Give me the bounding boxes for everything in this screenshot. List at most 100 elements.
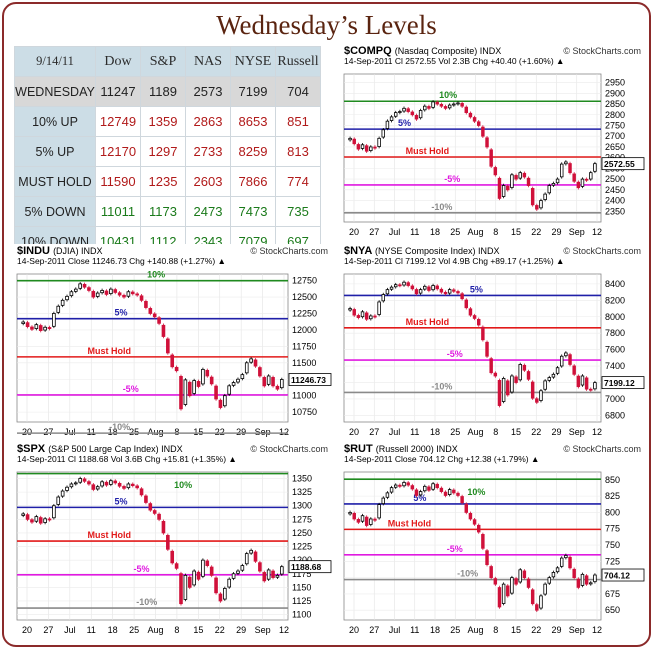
candle-body <box>377 137 381 147</box>
chart-info: 14-Sep-2011 Close 11246.73 Chg +140.88 (… <box>17 256 226 266</box>
candle-body <box>104 290 109 295</box>
y-tick-label: 1250 <box>292 528 312 538</box>
candle-body <box>262 377 267 387</box>
x-tick-label: Sep <box>569 227 585 237</box>
candle-body <box>423 285 427 290</box>
x-tick-label: Jul <box>389 427 401 437</box>
candle-body <box>472 519 477 525</box>
candle-body <box>126 291 131 297</box>
candle-body <box>476 524 481 533</box>
level-label: Must Hold <box>388 518 432 528</box>
chart-svg-compq: $COMPQ (Nasdaq Composite) INDX © StockCha… <box>343 45 645 237</box>
x-tick-label: 18 <box>108 625 118 635</box>
candle-body <box>109 288 113 295</box>
candle-body <box>485 341 489 357</box>
table-cell: 7199 <box>230 76 276 107</box>
x-tick-label: 22 <box>531 227 541 237</box>
y-tick-label: 1300 <box>292 501 312 511</box>
y-tick-label: 2350 <box>605 206 625 216</box>
candle-body <box>179 573 183 605</box>
table-cell: 11590 <box>95 166 141 197</box>
candle-body <box>356 144 361 150</box>
table-cell: 2733 <box>185 136 231 167</box>
candle-body <box>518 172 522 179</box>
x-tick-label: 12 <box>279 427 289 437</box>
candle-body <box>510 174 514 188</box>
candle-body <box>522 172 527 178</box>
candle-body <box>240 374 245 379</box>
y-tick-label: 850 <box>605 475 620 485</box>
candle-body <box>589 172 593 180</box>
candle-body <box>166 534 170 550</box>
chart-svg-rut: $RUT (Russell 2000) INDX © StockCharts.co… <box>343 443 645 635</box>
candle-body <box>589 582 593 585</box>
x-tick-label: 11 <box>410 227 419 237</box>
candle-body <box>144 300 148 308</box>
candle-body <box>21 321 25 324</box>
level-label: -5% <box>123 384 139 394</box>
x-tick-label: 12 <box>592 427 602 437</box>
level-label: 5% <box>115 496 128 506</box>
y-tick-label: 825 <box>605 491 620 501</box>
x-tick-label: 18 <box>430 625 440 635</box>
candle-body <box>30 519 34 523</box>
candle-body <box>576 181 581 189</box>
last-value-label: 11246.73 <box>291 375 326 385</box>
chart-indu: $INDU (DJIA) INDX © StockCharts.com 14-Sep… <box>12 244 332 440</box>
candle-body <box>576 578 581 588</box>
candle-body <box>348 308 352 311</box>
candle-body <box>501 185 506 197</box>
candle-body <box>418 491 423 496</box>
y-tick-label: 2400 <box>605 196 625 206</box>
candle-body <box>435 483 439 489</box>
table-cell: 2863 <box>185 106 231 137</box>
y-tick-label: 10750 <box>292 407 317 417</box>
candle-body <box>497 177 502 199</box>
candle-body <box>443 291 448 295</box>
candle-body <box>161 324 166 337</box>
candle-body <box>356 315 361 318</box>
candle-body <box>43 326 47 331</box>
candle-body <box>139 488 144 496</box>
x-tick-label: 22 <box>215 427 225 437</box>
candle-body <box>539 595 543 609</box>
candle-body <box>30 326 34 330</box>
y-tick-label: 2750 <box>605 120 625 130</box>
candle-body <box>497 587 502 608</box>
candle-body <box>406 108 410 112</box>
candle-body <box>280 379 284 389</box>
candle-body <box>187 576 192 588</box>
y-tick-label: 12500 <box>292 292 317 302</box>
candle-body <box>381 497 386 505</box>
candle-body <box>530 188 535 206</box>
candle-body <box>389 286 394 290</box>
chart-spx: $SPX (S&P 500 Large Cap Index) INDX © Sto… <box>12 442 332 638</box>
candle-body <box>38 517 43 524</box>
candle-body <box>166 338 170 354</box>
chart-name: (Nasdaq Composite) INDX <box>395 46 502 56</box>
x-tick-label: 29 <box>551 427 561 437</box>
table-cell: 735 <box>275 196 321 227</box>
candle-body <box>476 121 481 126</box>
x-tick-label: Jul <box>64 625 76 635</box>
table-cell: 11247 <box>95 76 141 107</box>
x-tick-label: 22 <box>531 625 541 635</box>
candle-body <box>393 284 398 288</box>
col-nyse: NYSE <box>230 46 276 77</box>
y-tick-label: 1225 <box>292 542 312 552</box>
y-tick-label: 2650 <box>605 142 625 152</box>
table-header-row: 9/14/11 Dow S&P NAS NYSE Russell <box>14 46 321 77</box>
candle-body <box>530 589 535 605</box>
candle-body <box>485 550 489 565</box>
candle-body <box>56 305 61 313</box>
candle-body <box>60 490 65 497</box>
table-cell: 1297 <box>140 136 186 167</box>
y-tick-label: 12250 <box>292 308 317 318</box>
candle-body <box>410 485 415 490</box>
candle-body <box>584 178 589 181</box>
candle-body <box>385 120 390 129</box>
candle-body <box>161 520 166 534</box>
table-cell: 1173 <box>140 196 186 227</box>
level-label: -5% <box>444 174 460 184</box>
